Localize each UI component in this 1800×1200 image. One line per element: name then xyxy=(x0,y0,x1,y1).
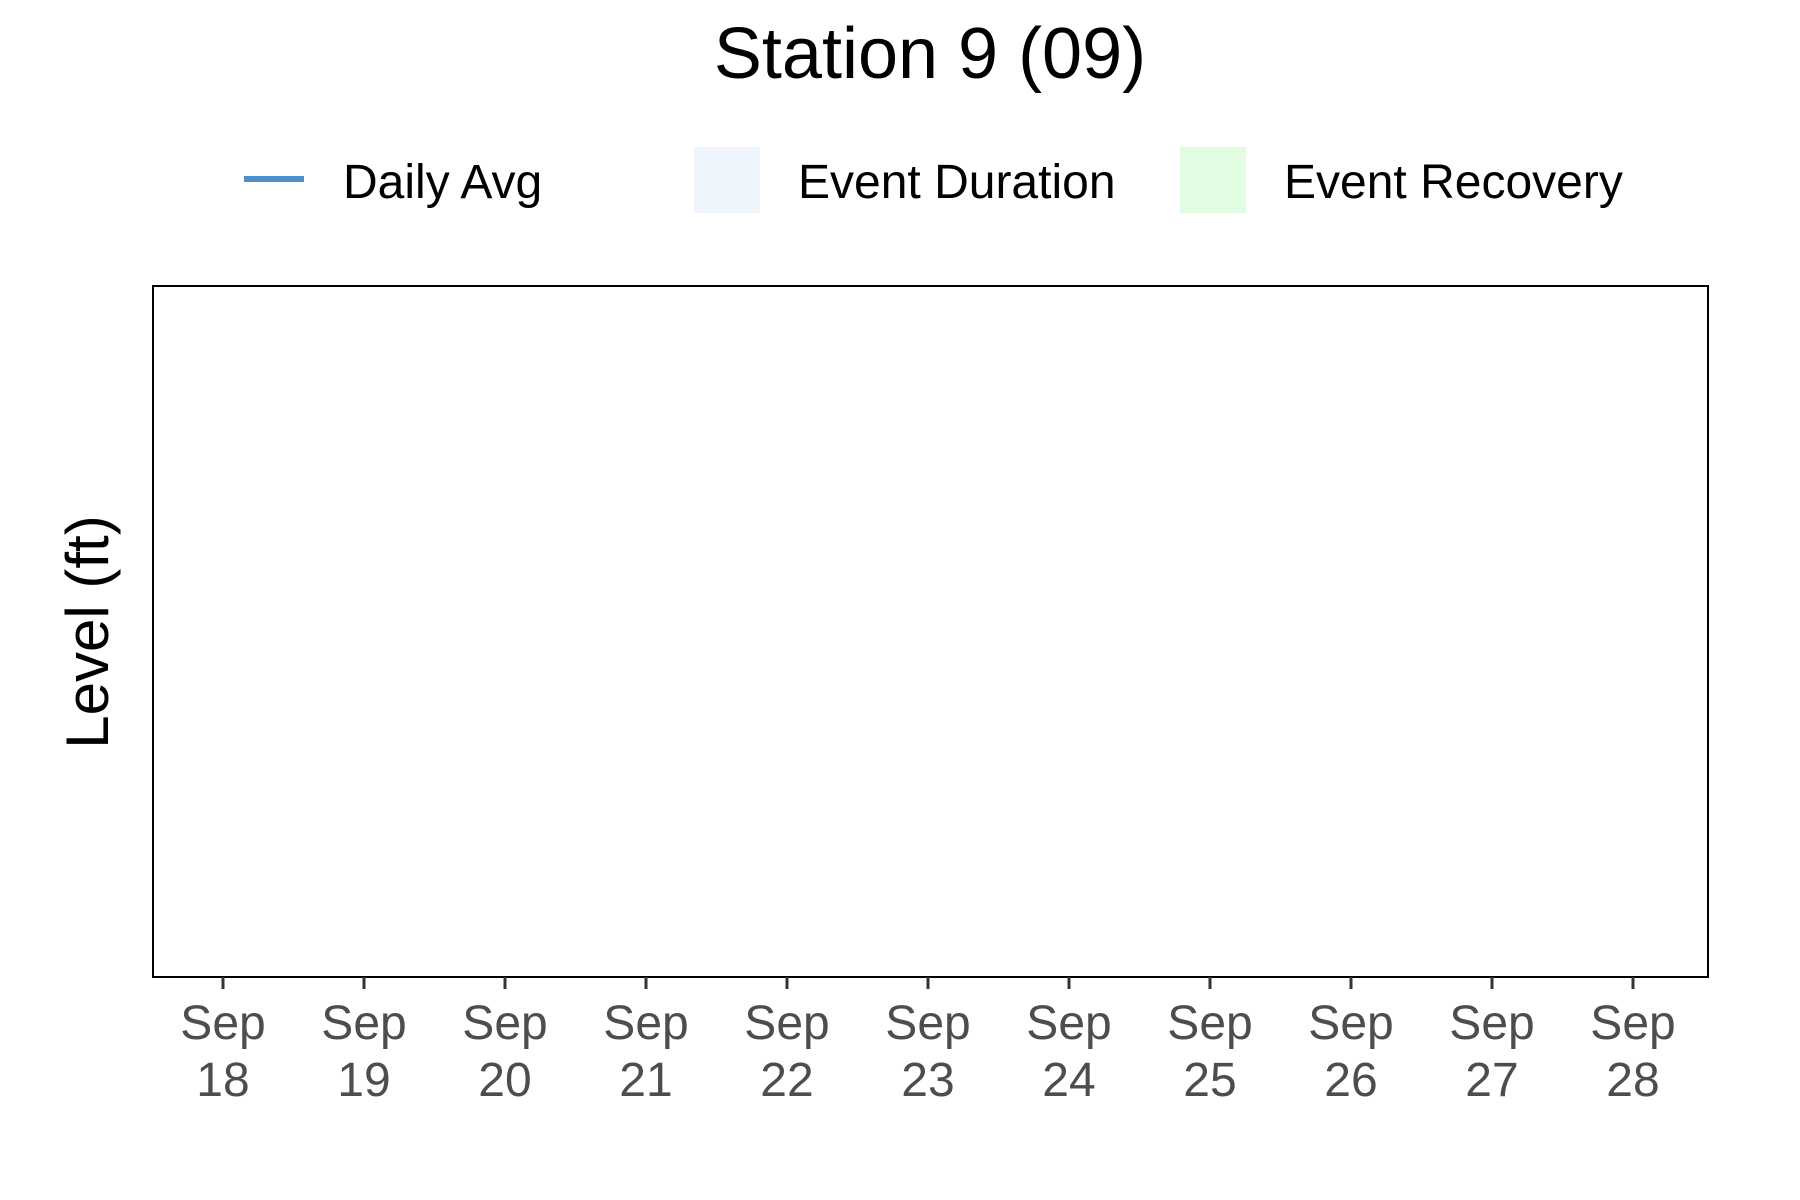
x-tick-label-day: 26 xyxy=(1324,1054,1377,1107)
legend: Daily Avg Event Duration Event Recovery xyxy=(244,147,1623,213)
x-tick-label-month: Sep xyxy=(462,997,547,1050)
x-tick-label-day: 22 xyxy=(760,1054,813,1107)
legend-item-daily-avg: Daily Avg xyxy=(244,156,542,209)
x-tick-label-month: Sep xyxy=(603,997,688,1050)
x-tick-label-month: Sep xyxy=(1590,997,1675,1050)
x-tick-label-day: 28 xyxy=(1606,1054,1659,1107)
x-tick-label: Sep 25 xyxy=(1167,997,1252,1107)
legend-item-event-duration: Event Duration xyxy=(694,147,1116,213)
x-tick-label-month: Sep xyxy=(885,997,970,1050)
x-tick-label: Sep 27 xyxy=(1449,997,1534,1107)
legend-fill-key xyxy=(694,147,760,213)
x-tick-label-month: Sep xyxy=(1167,997,1252,1050)
legend-line-key xyxy=(244,176,304,182)
plot-panel xyxy=(152,285,1709,978)
x-tick-label: Sep 19 xyxy=(321,997,406,1107)
x-tick-label-day: 24 xyxy=(1042,1054,1095,1107)
x-tick-label: Sep 24 xyxy=(1026,997,1111,1107)
legend-label-event-recovery: Event Recovery xyxy=(1284,156,1623,209)
x-tick-label-month: Sep xyxy=(321,997,406,1050)
x-tick-label-day: 21 xyxy=(619,1054,672,1107)
x-tick-label-day: 18 xyxy=(196,1054,249,1107)
y-axis-label: Level (ft) xyxy=(54,515,121,748)
x-tick-label: Sep 23 xyxy=(885,997,970,1107)
x-tick-label-day: 19 xyxy=(337,1054,390,1107)
legend-label-daily-avg: Daily Avg xyxy=(343,156,542,209)
x-tick-label: Sep 26 xyxy=(1308,997,1393,1107)
legend-label-event-duration: Event Duration xyxy=(798,156,1116,209)
x-tick-label-month: Sep xyxy=(1026,997,1111,1050)
legend-item-event-recovery: Event Recovery xyxy=(1180,147,1623,213)
x-tick-label-day: 27 xyxy=(1465,1054,1518,1107)
x-tick-label-day: 25 xyxy=(1183,1054,1236,1107)
x-tick-label-month: Sep xyxy=(180,997,265,1050)
x-tick-label: Sep 21 xyxy=(603,997,688,1107)
x-tick-label: Sep 20 xyxy=(462,997,547,1107)
legend-fill-key xyxy=(1180,147,1246,213)
x-tick-label: Sep 18 xyxy=(180,997,265,1107)
x-tick-label-month: Sep xyxy=(1449,997,1534,1050)
x-tick-label-month: Sep xyxy=(744,997,829,1050)
x-tick-label-month: Sep xyxy=(1308,997,1393,1050)
x-tick-label-day: 23 xyxy=(901,1054,954,1107)
x-tick-label-day: 20 xyxy=(478,1054,531,1107)
chart-title: Station 9 (09) xyxy=(714,14,1146,94)
x-tick-label: Sep 28 xyxy=(1590,997,1675,1107)
x-tick-label: Sep 22 xyxy=(744,997,829,1107)
